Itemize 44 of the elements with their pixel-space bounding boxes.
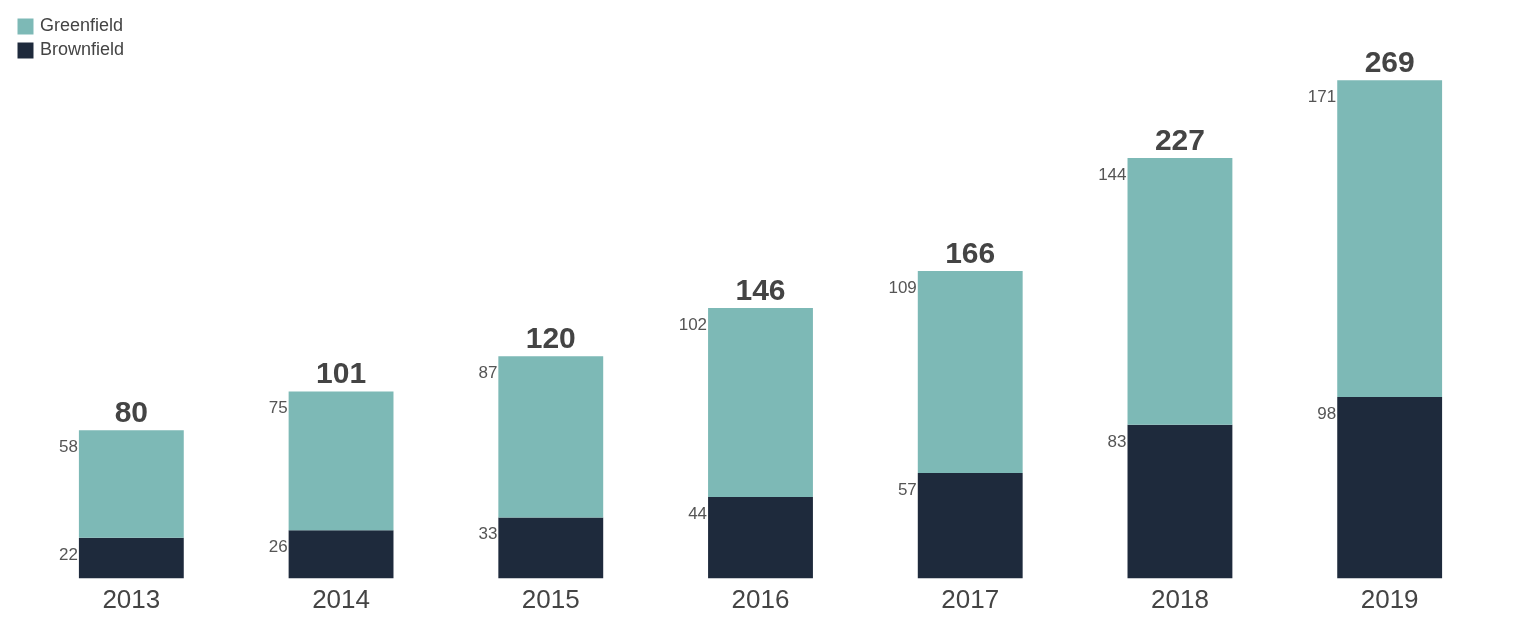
bar — [498, 517, 604, 579]
bar — [917, 271, 1023, 473]
total-label: 120 — [525, 321, 576, 355]
x-tick-label: 2015 — [521, 583, 580, 614]
bar — [917, 472, 1023, 579]
x-tick-label: 2016 — [731, 583, 790, 614]
bar — [288, 391, 394, 531]
data-label: 57 — [897, 479, 917, 499]
bar — [1337, 80, 1443, 397]
legend-label: Brownfield — [40, 39, 125, 60]
total-label: 166 — [945, 236, 996, 270]
data-label: 109 — [888, 278, 917, 298]
data-label: 22 — [58, 544, 78, 564]
bar — [288, 530, 394, 579]
total-label: 101 — [316, 356, 367, 390]
data-label: 171 — [1307, 87, 1337, 107]
x-tick-label: 2018 — [1151, 583, 1209, 614]
bar — [708, 497, 813, 579]
data-label: 87 — [478, 363, 498, 383]
data-label: 98 — [1317, 403, 1337, 423]
data-label: 144 — [1098, 165, 1127, 185]
data-label: 83 — [1107, 431, 1127, 451]
x-tick-label: 2019 — [1360, 583, 1419, 614]
data-label: 44 — [688, 504, 708, 523]
bar — [1127, 158, 1233, 425]
data-label: 58 — [58, 437, 78, 457]
x-tick-label: 2013 — [102, 583, 161, 614]
total-label: 269 — [1364, 45, 1415, 79]
bar — [1127, 424, 1233, 579]
bar — [78, 430, 184, 538]
data-label: 75 — [268, 398, 288, 418]
total-label: 80 — [114, 395, 149, 429]
bar — [708, 308, 813, 497]
x-tick-label: 2017 — [941, 583, 1000, 614]
total-label: 146 — [735, 273, 786, 307]
data-label: 33 — [478, 524, 498, 544]
data-label: 102 — [678, 315, 708, 335]
legend-label: Greenfield — [40, 15, 124, 36]
bar — [78, 537, 184, 579]
bar — [1337, 396, 1443, 579]
x-tick-label: 2014 — [312, 583, 370, 614]
bar — [498, 356, 604, 518]
total-label: 227 — [1154, 123, 1205, 157]
data-label: 26 — [268, 537, 288, 557]
